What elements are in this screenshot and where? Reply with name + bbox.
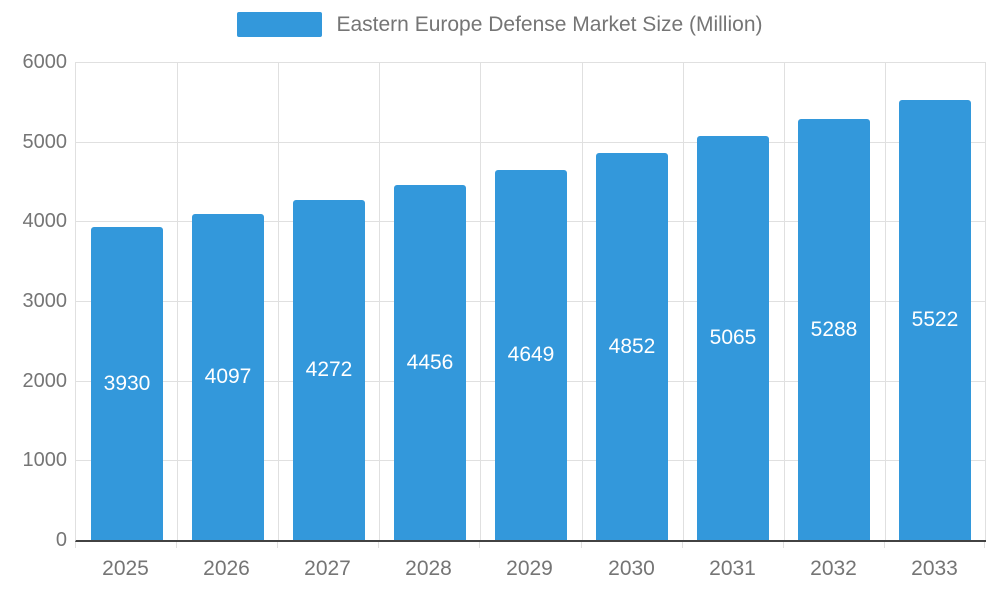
y-axis-label: 4000	[22, 210, 68, 232]
x-axis-label: 2027	[304, 557, 351, 580]
h-gridline	[76, 62, 986, 63]
y-axis-label: 3000	[22, 290, 68, 312]
bar-value-label: 5522	[911, 308, 959, 331]
y-axis-label: 0	[55, 529, 67, 551]
bar: 4852	[596, 153, 668, 540]
x-axis-label: 2030	[608, 557, 655, 580]
axis-tick	[884, 542, 885, 548]
chart-legend: Eastern Europe Defense Market Size (Mill…	[0, 12, 1000, 37]
bar-value-label: 5065	[709, 326, 757, 349]
v-gridline	[985, 62, 986, 540]
bar-value-label: 4852	[608, 334, 656, 358]
bar: 4097	[192, 214, 264, 540]
v-gridline	[582, 62, 583, 540]
x-axis-label: 2031	[709, 557, 756, 580]
axis-tick	[783, 542, 784, 548]
x-axis-label: 2032	[810, 557, 857, 580]
bar-value-label: 4456	[406, 350, 454, 374]
axis-tick	[277, 542, 278, 548]
plot-area: 3930 4097 4272 4456 4649 4852 5065 5288 5522	[75, 62, 986, 542]
v-gridline	[784, 62, 785, 540]
bar: 3930	[91, 227, 163, 540]
y-axis-label: 2000	[22, 370, 68, 392]
v-gridline	[177, 62, 178, 540]
x-axis-label: 2026	[203, 557, 250, 580]
v-gridline	[885, 62, 886, 540]
x-axis: 2025 2026 2027 2028 2029 2030 2031 2032 2033	[75, 541, 985, 600]
h-gridline	[76, 142, 986, 143]
v-gridline	[379, 62, 380, 540]
y-axis-label: 6000	[22, 51, 68, 73]
axis-tick	[176, 542, 177, 548]
axis-tick	[682, 542, 683, 548]
axis-tick	[984, 542, 985, 548]
axis-tick	[479, 542, 480, 548]
y-axis-label: 1000	[22, 449, 68, 471]
bar: 4649	[495, 170, 567, 540]
v-gridline	[683, 62, 684, 540]
axis-tick	[75, 542, 76, 548]
legend-item[interactable]: Eastern Europe Defense Market Size (Mill…	[237, 12, 763, 37]
bar: 4456	[394, 185, 466, 540]
bar: 5522	[899, 100, 971, 540]
bar-value-label: 5288	[810, 317, 858, 341]
bar: 5065	[697, 136, 769, 540]
bar: 4272	[293, 200, 365, 540]
x-axis-label: 2033	[911, 557, 958, 580]
bar: 5288	[798, 119, 870, 540]
v-gridline	[480, 62, 481, 540]
y-axis: 0 1000 2000 3000 4000 5000 6000	[0, 51, 68, 551]
bar-value-label: 4649	[507, 343, 555, 366]
x-axis-label: 2025	[102, 557, 149, 580]
bar-value-label: 4272	[305, 358, 353, 381]
legend-swatch-icon	[237, 12, 323, 37]
axis-tick	[378, 542, 379, 548]
v-gridline	[278, 62, 279, 540]
y-axis-label: 5000	[22, 131, 68, 153]
x-axis-label: 2029	[506, 557, 553, 580]
bar-value-label: 3930	[103, 371, 151, 395]
legend-label: Eastern Europe Defense Market Size (Mill…	[336, 12, 763, 36]
x-axis-label: 2028	[405, 557, 452, 580]
bar-value-label: 4097	[204, 365, 252, 388]
axis-tick	[581, 542, 582, 548]
